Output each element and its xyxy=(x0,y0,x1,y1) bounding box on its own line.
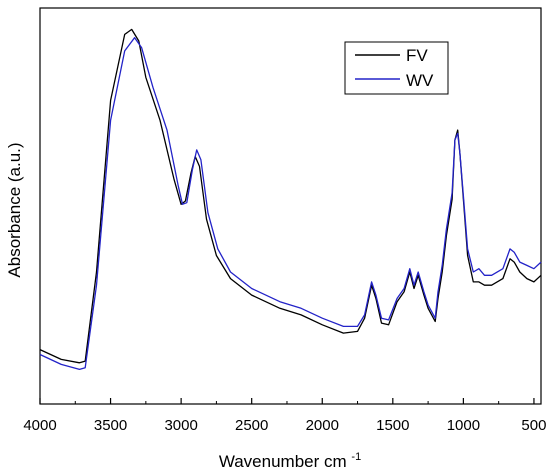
x-tick-label: 3000 xyxy=(164,417,197,434)
x-tick-label: 1000 xyxy=(447,417,480,434)
x-tick-label: 1500 xyxy=(376,417,409,434)
x-tick-label: 3500 xyxy=(94,417,127,434)
x-axis-tick-labels: 4000 3500 3000 2500 2000 1500 1000 500 xyxy=(23,417,546,434)
legend-box xyxy=(344,41,449,95)
x-tick-label: 2000 xyxy=(306,417,339,434)
x-axis-ticks xyxy=(39,398,535,404)
x-axis-title-superscript: -1 xyxy=(351,451,361,463)
plot-frame xyxy=(39,7,542,405)
legend-label-fv: FV xyxy=(406,46,428,65)
x-axis-title: Wavenumber cm -1 xyxy=(219,451,361,471)
legend-label-wv: WV xyxy=(406,71,434,90)
x-axis-title-main: Wavenumber cm xyxy=(219,452,347,471)
x-tick-label: 4000 xyxy=(23,417,56,434)
series-line-wv xyxy=(39,37,542,371)
series-line-fv xyxy=(39,28,542,364)
x-tick-label: 2500 xyxy=(235,417,268,434)
legend: FV WV xyxy=(344,41,449,95)
y-axis-title: Absorbance (a.u.) xyxy=(5,142,24,277)
x-tick-label: 500 xyxy=(521,417,546,434)
series-layer xyxy=(39,28,542,371)
